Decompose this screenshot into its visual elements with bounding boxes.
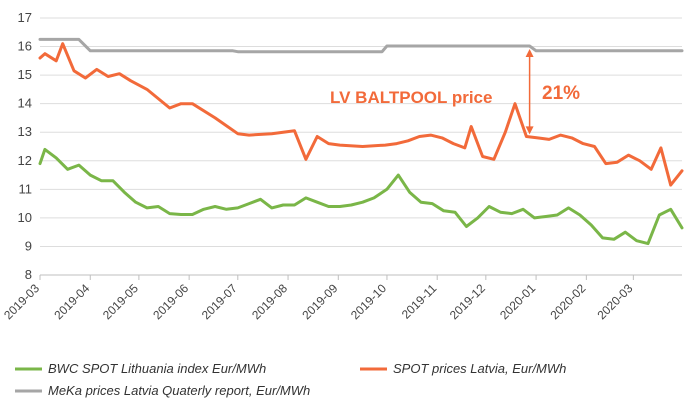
x-tick-label: 2019-09 <box>299 281 340 322</box>
x-tick-label: 2019-03 <box>1 281 42 322</box>
y-tick-label: 10 <box>18 210 32 225</box>
legend-label-spot-latvia: SPOT prices Latvia, Eur/MWh <box>393 361 566 376</box>
y-tick-label: 11 <box>19 181 33 196</box>
x-tick-label: 2019-07 <box>199 281 240 322</box>
legend-label-bwc: BWC SPOT Lithuania index Eur/MWh <box>48 361 266 376</box>
x-tick-label: 2019-10 <box>348 281 389 322</box>
y-tick-label: 8 <box>25 267 32 282</box>
series-line-bwc-lithuania <box>38 147 684 246</box>
x-tick-label: 2019-12 <box>447 281 488 322</box>
x-tick-label: 2019-11 <box>399 281 440 322</box>
x-tick-label: 2019-06 <box>150 281 191 322</box>
x-tick-label: 2019-04 <box>51 281 92 322</box>
annotation-arrow-head-up <box>525 48 534 57</box>
x-tick-label: 2020-02 <box>547 281 588 322</box>
series-line-spot-latvia <box>38 42 684 187</box>
x-tick-label: 2019-05 <box>100 281 141 322</box>
annotation-percent-label: 21% <box>542 83 580 104</box>
y-tick-label: 15 <box>18 67 32 82</box>
legend-label-meka: MeKa prices Latvia Quaterly report, Eur/… <box>48 383 310 398</box>
y-tick-label: 14 <box>18 96 32 111</box>
x-tick-label: 2019-08 <box>249 281 290 322</box>
series-lines <box>38 37 684 246</box>
gridlines <box>40 17 682 276</box>
y-tick-label: 9 <box>25 238 32 253</box>
annotations: LV BALTPOOL price 21% <box>330 48 580 135</box>
x-tick-label: 2020-03 <box>594 281 635 322</box>
series-line-meka-latvia <box>38 37 684 54</box>
annotation-baltpool-label: LV BALTPOOL price <box>330 88 492 107</box>
legend: BWC SPOT Lithuania index Eur/MWh SPOT pr… <box>15 361 566 398</box>
y-tick-label: 13 <box>18 124 32 139</box>
annotation-arrow-head-down <box>525 126 534 135</box>
x-tick-label: 2020-01 <box>497 281 538 322</box>
y-tick-label: 17 <box>18 10 32 25</box>
y-tick-label: 12 <box>18 153 32 168</box>
y-tick-label: 16 <box>18 39 32 54</box>
